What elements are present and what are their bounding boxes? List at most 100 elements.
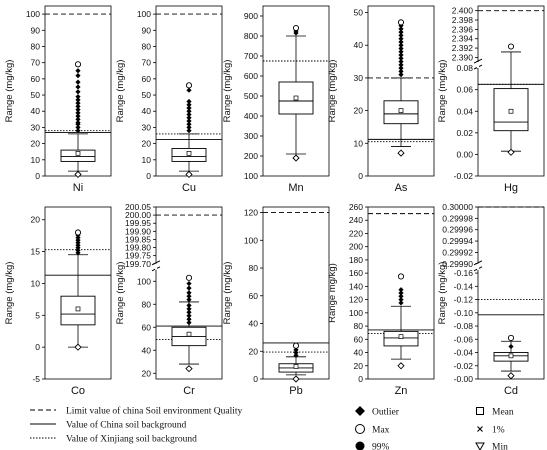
plot-frame [44,206,112,380]
y-tick-label: 0 [358,374,363,384]
y-axis-label: Range (mg/kg) [222,60,233,123]
outlier-point [398,297,404,303]
plot-frame [262,5,330,177]
y-tick-label: 40 [142,106,152,116]
outlier-point [398,39,404,45]
mean-marker [398,108,404,113]
y-tick-label: -0.08 [454,321,474,331]
outlier-point [398,29,404,35]
element-label: Pb [289,385,302,397]
y-tick-label: 100 [137,9,151,19]
y-tick-label: 40 [142,345,152,355]
y-tick-label: 199.95 [125,218,151,228]
element-label: Mn [288,182,303,194]
y-axis-label: Range (mg/kg) [437,262,448,325]
outlier-point [75,97,81,103]
outlier-point [75,100,81,106]
y-tick-label: 10 [142,155,152,165]
min-point [507,148,515,156]
mean-marker [293,95,299,101]
y-tick-label: 0.30000 [442,202,473,212]
outlier-point [186,320,192,326]
outlier-point [186,102,192,108]
max-point [292,342,300,349]
chart-ni: 0 10 20 30 40 50 60 70 80 90 100 Range (mg/kg) Ni [4,5,112,194]
mean-marker [75,150,81,156]
outlier-point [293,347,299,353]
y-tick-label: 2.390 [452,52,474,62]
outlier-point [398,32,404,39]
element-label: As [395,182,408,194]
y-tick-label: 70 [142,58,152,68]
y-tick-label: 20 [31,139,41,149]
y-tick-label: 200.00 [125,210,151,220]
element-label: Co [71,385,85,397]
outlier-point [186,105,192,111]
y-tick-label: 0.00 [456,149,473,159]
min-point [292,154,300,162]
legend-symbol-cross [477,426,483,432]
plot-frame [155,206,223,380]
y-tick-label: 140 [349,281,363,291]
y-tick-label: -0.06 [454,334,474,344]
y-tick-label: 800 [244,31,258,41]
min-point [74,170,82,179]
y-tick-label: 0.29998 [442,213,473,223]
outlier-point [186,285,192,291]
outlier-point [186,128,192,134]
chart-pb: 0 20 40 60 80 100 120 Range (mg/kg) Pb [222,206,330,397]
y-tick-label: 90 [31,25,41,35]
min-point [185,170,193,179]
outlier-point [75,113,81,119]
plot-frame [367,5,435,177]
legend-label: Value of China soil background [66,420,187,431]
y-tick-label: 60 [31,74,41,84]
legend-label: Mean [492,408,514,418]
outlier-point [186,115,192,121]
chart-cd: -0.00 -0.02 -0.04 -0.06 -0.08 -0.10 -0.12 -0.14… [437,202,545,397]
y-tick-label: 2.398 [452,15,474,25]
y-tick-label: 600 [244,71,258,81]
y-tick-label: 80 [142,41,152,51]
y-tick-label: 0 [358,171,363,181]
y-tick-label: 0.02 [456,128,473,138]
outlier-point [293,350,299,356]
y-tick-label: 50 [31,90,41,100]
outlier-point [186,309,192,315]
axis-break-gap [477,263,479,270]
y-tick-label: 199.85 [125,234,151,244]
y-tick-label: 0.29994 [442,236,473,246]
outlier-point [398,300,404,306]
y-tick-label: 10 [354,138,364,148]
outlier-point [75,68,81,74]
y-tick-label: 30 [31,122,41,132]
y-tick-label: 20 [249,346,259,356]
outlier-point [186,293,192,299]
y-tick-label: 2.396 [452,24,474,34]
y-tick-label: 100 [26,9,40,19]
y-tick-label: 240 [349,215,363,225]
y-tick-label: 0.29990 [442,259,473,269]
axis-break-gap [155,263,157,270]
max-point [507,43,515,50]
legend-label: Value of Xinjiang soil background [66,434,197,445]
outlier-point [398,72,404,78]
y-tick-label: 20 [142,139,152,149]
y-tick-label: 100 [349,308,363,318]
outlier-point [398,65,404,71]
outlier-point [75,116,81,122]
y-tick-label: -0.16 [454,268,474,278]
outlier-point [186,108,192,114]
y-tick-label: 700 [244,51,258,61]
outlier-point [186,111,192,118]
mean-marker [186,331,192,337]
y-tick-label: 2.394 [452,34,474,44]
max-point [185,274,193,281]
max-point [292,24,300,32]
mean-marker [398,334,404,340]
y-tick-label: 20 [354,361,364,371]
chart-co: -5 0 5 10 15 20 Range (mg/kg) Co [4,206,112,397]
legend-label: Limit value of china Soil environment Qu… [66,406,242,417]
